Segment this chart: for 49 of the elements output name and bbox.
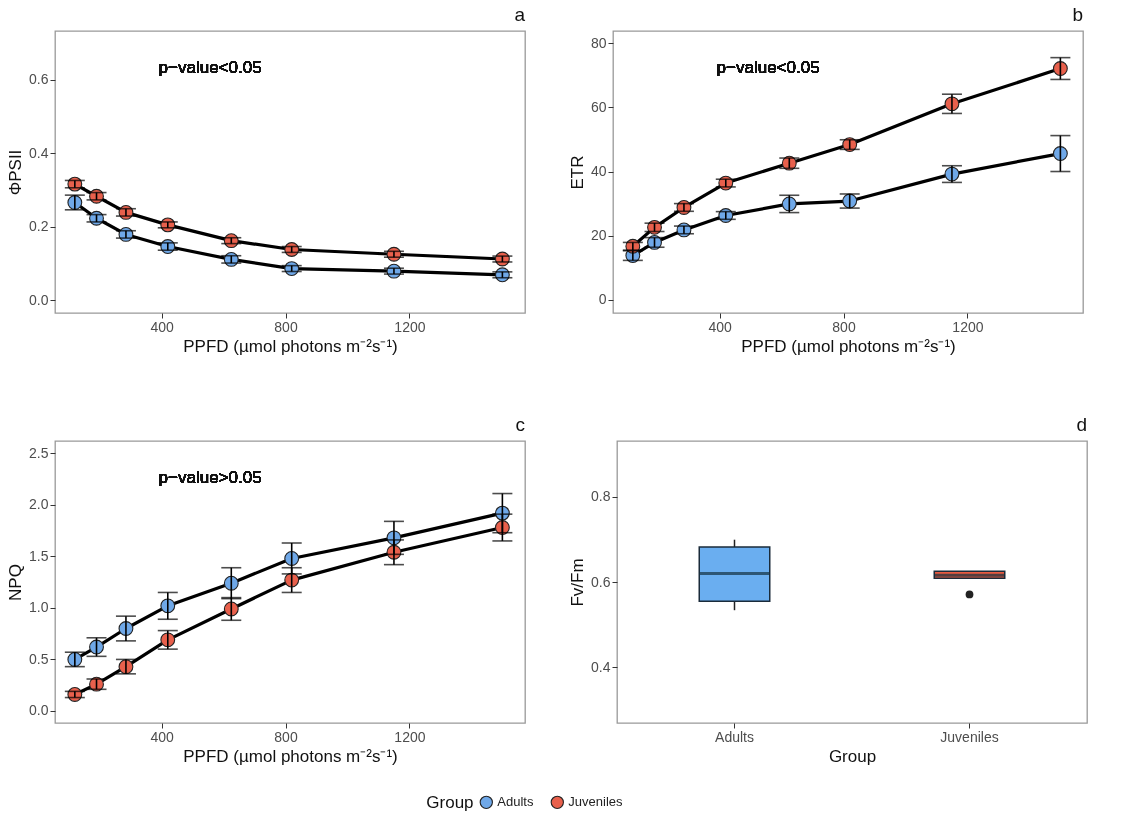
y-tick-label: 0.6 [591,573,611,590]
legend-label: Adults [497,794,534,810]
x-tick-label: 800 [274,318,298,335]
legend-label: Juveniles [568,794,623,810]
x-tick-label: 800 [274,728,298,745]
x-axis-title: PPFD (µmol photons m⁻²s⁻¹) [183,746,398,766]
chart-title: a [514,4,526,25]
y-axis-title: ΦPSII [6,149,26,196]
y-axis-title: NPQ [6,564,26,601]
annotation: p−value<0.05 [158,57,262,77]
y-tick-label: 1.5 [29,547,49,564]
x-tick-label: 1200 [394,318,426,335]
x-tick-label: Juveniles [940,728,999,745]
x-tick-label: 1200 [952,318,984,335]
y-tick-label: 1.0 [29,599,49,616]
y-tick-label: 0.2 [29,218,49,235]
y-tick-label: 0.0 [29,291,49,308]
annotation: p−value>0.05 [158,467,262,487]
y-tick-label: 0.4 [591,658,611,675]
chart-title: c [515,414,525,435]
chart-title: b [1072,4,1083,25]
y-tick-label: 0.5 [29,650,49,667]
x-tick-label: Adults [715,728,754,745]
x-tick-label: 400 [708,318,732,335]
x-axis-title: Group [828,746,877,766]
x-tick-label: 400 [150,318,174,335]
y-tick-label: 0.0 [29,702,49,719]
legend-title: Group [426,793,474,812]
x-tick-label: 800 [832,318,856,335]
y-tick-label: 0 [598,291,607,308]
y-tick-label: 80 [590,34,607,51]
y-tick-label: 0.8 [591,488,611,505]
x-tick-label: 400 [150,728,174,745]
x-axis-title: PPFD (µmol photons m⁻²s⁻¹) [741,336,956,356]
point [1052,146,1068,161]
y-tick-label: 20 [590,227,607,244]
y-tick-label: 0.4 [29,144,49,161]
x-axis-title: PPFD (µmol photons m⁻²s⁻¹) [183,336,398,356]
y-tick-label: 0.6 [29,71,49,88]
y-axis-title: ETR [567,155,587,190]
y-tick-label: 60 [590,98,607,115]
annotation: p−value<0.05 [716,57,820,77]
y-tick-label: 2.5 [29,444,49,461]
x-tick-label: 1200 [394,728,426,745]
y-tick-label: 40 [590,163,607,180]
y-tick-label: 2.0 [29,496,49,513]
chart-title: d [1076,414,1087,435]
y-axis-title: Fv/Fm [568,558,588,607]
point [1052,61,1068,76]
